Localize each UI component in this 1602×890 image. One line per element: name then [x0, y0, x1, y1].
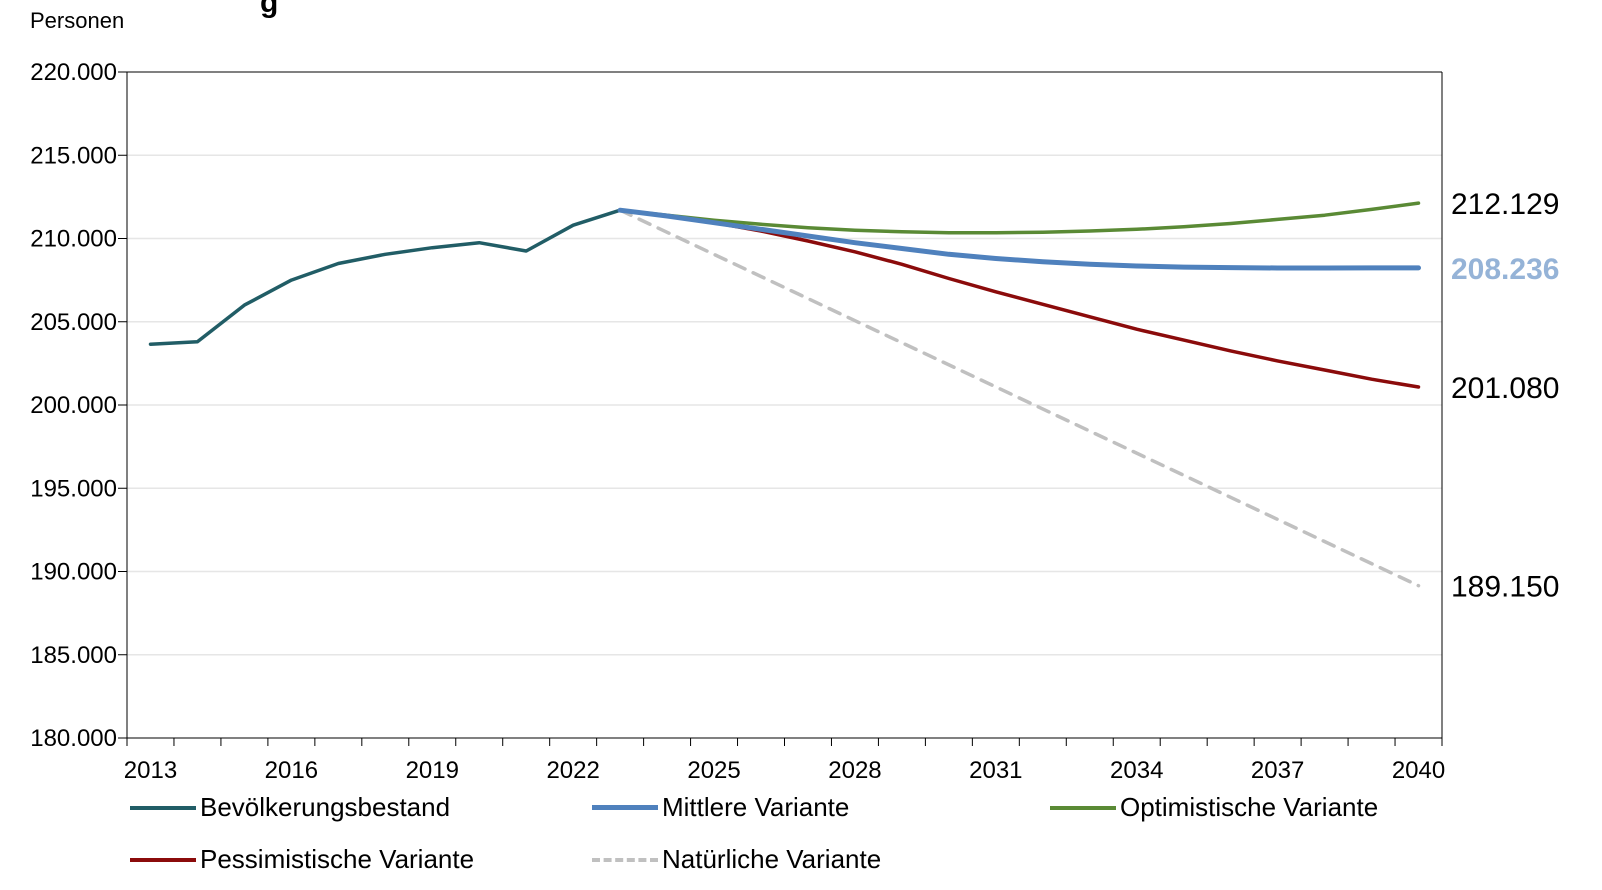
- y-tick-label: 185.000: [30, 642, 117, 669]
- legend-label: Optimistische Variante: [1120, 792, 1379, 822]
- y-tick-label: 210.000: [30, 226, 117, 253]
- x-tick-label: 2019: [406, 757, 459, 784]
- x-tick-label: 2028: [828, 757, 881, 784]
- series-line-3: [618, 208, 1421, 389]
- legend-swatch: [592, 805, 658, 810]
- series-line-2: [618, 201, 1421, 235]
- legend-item-mittlere-variante: Mittlere Variante: [592, 792, 849, 823]
- legend-label: Mittlere Variante: [662, 792, 850, 822]
- series-line-1: [617, 207, 1421, 271]
- x-tick-label: 2037: [1251, 757, 1304, 784]
- series-line-4: [618, 208, 1421, 588]
- series-line-0: [148, 208, 622, 346]
- y-tick-label: 195.000: [30, 475, 117, 502]
- x-tick-label: 2031: [969, 757, 1022, 784]
- x-tick-label: 2040: [1392, 757, 1445, 784]
- axes: [118, 71, 1443, 746]
- y-axis-unit-label: Personen: [30, 8, 125, 33]
- end-value-label: 201.080: [1451, 372, 1559, 405]
- legend-label: Natürliche Variante: [662, 844, 882, 874]
- end-value-label: 189.150: [1451, 571, 1559, 604]
- gridlines: [127, 154, 1442, 656]
- legend-swatch: [1050, 805, 1116, 810]
- series-lines: [148, 201, 1421, 588]
- legend-swatch: [592, 857, 658, 862]
- tick-labels: 180.000 185.000 190.000 195.000 200.000 205.0…: [30, 59, 1445, 784]
- legend-label: Pessimistische Variante: [200, 844, 475, 874]
- x-tick-label: 2016: [265, 757, 318, 784]
- end-value-labels: 212.129 208.236 201.080 189.150: [1451, 188, 1559, 604]
- y-tick-label: 190.000: [30, 559, 117, 586]
- y-tick-label: 180.000: [30, 725, 117, 752]
- line-chart: 180.000 185.000 190.000 195.000 200.000 205.0…: [30, 59, 1559, 784]
- legend-item-bevoelkerungsbestand: Bevölkerungsbestand: [130, 792, 450, 823]
- end-value-label: 212.129: [1451, 188, 1559, 221]
- x-tick-label: 2022: [546, 757, 599, 784]
- y-tick-label: 215.000: [30, 142, 117, 169]
- x-tick-label: 2034: [1110, 757, 1163, 784]
- end-value-label: 208.236: [1451, 253, 1559, 286]
- x-tick-label: 2025: [687, 757, 740, 784]
- legend-item-optimistische-variante: Optimistische Variante: [1050, 792, 1378, 823]
- legend-swatch: [130, 857, 196, 862]
- legend-item-natuerliche-variante: Natürliche Variante: [592, 844, 881, 875]
- x-tick-label: 2013: [124, 757, 177, 784]
- y-tick-label: 200.000: [30, 392, 117, 419]
- legend-swatch: [130, 805, 196, 810]
- y-tick-label: 205.000: [30, 309, 117, 336]
- legend-label: Bevölkerungsbestand: [200, 792, 451, 822]
- y-tick-label: 220.000: [30, 59, 117, 86]
- chart-title: g: [260, 0, 279, 19]
- legend-item-pessimistische-variante: Pessimistische Variante: [130, 844, 474, 875]
